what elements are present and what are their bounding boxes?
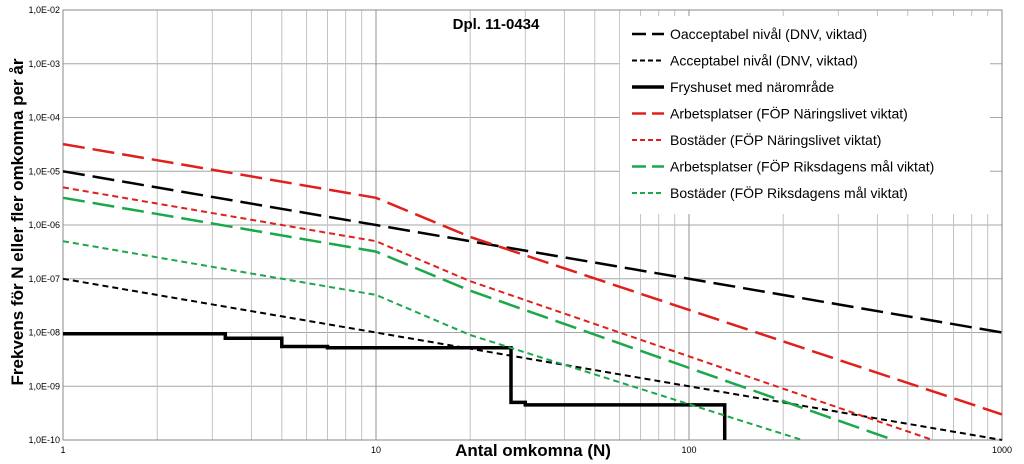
series-line-5 [62, 186, 933, 441]
legend-label-7: Bostäder (FÖP Riksdagens mål viktat) [670, 184, 908, 201]
legend-label-4: Arbetsplatser (FÖP Näringslivet viktat) [670, 105, 908, 122]
legend: Oacceptabel nivål (DNV, viktad) Acceptabe… [620, 16, 990, 214]
series-line-2 [62, 277, 1003, 441]
y-axis-title: Frekvens för N eller fler omkomna per år [8, 58, 27, 385]
y-tick-label: 1,0E-08 [28, 328, 60, 338]
series-line-7 [62, 240, 803, 441]
series-line-6 [62, 196, 894, 442]
x-tick-label: 1000 [992, 445, 1012, 455]
y-tick-label: 1,0E-02 [28, 5, 60, 15]
y-tick-label: 1,0E-04 [28, 113, 60, 123]
legend-box [620, 16, 990, 214]
legend-label-2: Acceptabel nivål (DNV, viktad) [670, 53, 858, 69]
series-line-1 [62, 170, 1003, 334]
y-tick-label: 1,0E-06 [28, 220, 60, 230]
series-group [62, 142, 1003, 442]
chart-title: Dpl. 11-0434 [453, 16, 540, 33]
y-tick-label: 1,0E-10 [28, 435, 60, 445]
x-tick-label: 100 [681, 445, 696, 455]
x-axis-title: Antal omkomna (N) [455, 441, 611, 460]
x-tick-label: 1 [60, 445, 65, 455]
y-tick-labels: 1,0E-10 1,0E-09 1,0E-08 1,0E-07 1,0E-06 1,0E-… [28, 5, 60, 445]
series-line-4 [62, 142, 1003, 416]
legend-label-6: Arbetsplatser (FÖP Riksdagens mål viktat… [670, 158, 934, 175]
legend-label-5: Bostäder (FÖP Näringslivet viktat) [670, 131, 881, 148]
series-line-3 [63, 331, 727, 440]
legend-label-1: Oacceptabel nivål (DNV, viktad) [670, 26, 867, 42]
y-tick-label: 1,0E-05 [28, 166, 60, 176]
legend-label-3: Fryshuset med närområde [670, 79, 834, 95]
plot-frame [62, 9, 1003, 441]
x-tick-labels: 1 10 100 1000 [60, 445, 1012, 455]
y-tick-label: 1,0E-09 [28, 381, 60, 391]
y-tick-label: 1,0E-07 [28, 274, 60, 284]
y-tick-label: 1,0E-03 [28, 59, 60, 69]
x-tick-label: 10 [371, 445, 381, 455]
